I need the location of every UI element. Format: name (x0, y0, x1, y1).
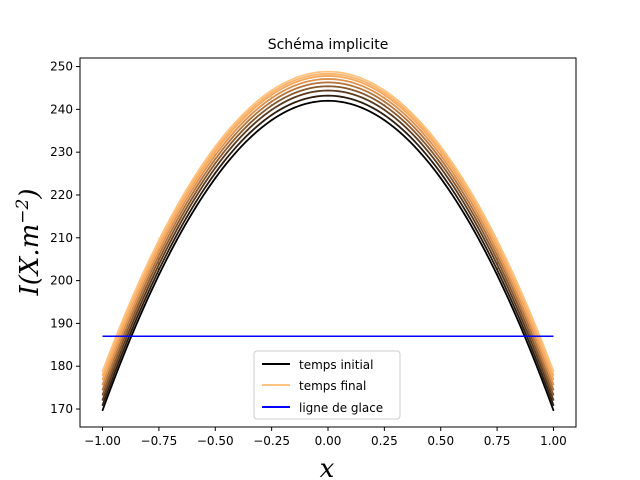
series-5-point-3 (270, 96, 273, 99)
series-7-point-0 (101, 374, 104, 377)
series-6-point-0 (101, 378, 104, 381)
series-2-point-6 (439, 166, 442, 169)
series-2-point-8 (552, 399, 555, 401)
series-7-point-4 (327, 73, 329, 75)
series-2-point-4 (327, 89, 329, 92)
chart-title: Schéma implicite (268, 37, 389, 53)
series-5-point-0 (101, 383, 104, 386)
series-5-point-4 (327, 78, 329, 80)
series-3-point-6 (439, 162, 442, 164)
series-1-point-8 (552, 404, 555, 406)
y-axis-label-close: ) (15, 188, 45, 199)
x-tick-label: 1.00 (540, 434, 567, 448)
series-8-point-7 (496, 237, 498, 240)
series-1-point-5 (383, 114, 386, 116)
series-4-point-5 (383, 100, 386, 103)
x-axis: −1.00 −0.75 −0.50 −0.25 0.00 0.25 0.50 0.75 1.00 (84, 427, 567, 448)
series-3-point-0 (101, 394, 104, 396)
series-8-point-1 (158, 237, 160, 240)
series-6-point-8 (552, 378, 555, 381)
series-7-point-5 (383, 91, 386, 94)
series-2-point-3 (270, 108, 273, 111)
legend-label-final: temps final (299, 379, 366, 393)
series-3-point-7 (496, 257, 498, 260)
y-tick-label: 180 (50, 359, 73, 373)
series-4-point-3 (270, 100, 273, 103)
series-1-point-0 (101, 404, 104, 406)
legend-label-ice-line: ligne de glace (299, 401, 383, 415)
series-0-point-5 (383, 119, 386, 121)
series-0-point-7 (496, 273, 498, 275)
y-axis-label-exponent: −2 (13, 199, 33, 224)
series-0-point-6 (439, 177, 442, 179)
series-2-point-5 (383, 108, 386, 111)
series-3-point-1 (158, 257, 160, 260)
series-8-point-4 (327, 70, 329, 73)
series-8-point-3 (270, 89, 273, 91)
series-1-point-1 (158, 267, 160, 270)
y-tick-label: 240 (50, 102, 73, 116)
series-4-point-6 (439, 157, 442, 160)
series-0-point-1 (158, 273, 160, 275)
series-8-point-0 (101, 370, 104, 373)
series-3-point-5 (383, 104, 386, 106)
series-4-point-4 (327, 81, 329, 84)
series-2-point-2 (214, 166, 217, 169)
y-tick-label: 210 (50, 231, 73, 245)
series-0-point-8 (552, 409, 555, 412)
series-2-point-7 (496, 262, 498, 265)
series-4-point-8 (552, 388, 555, 391)
series-0-point-3 (270, 119, 273, 121)
series-1-point-3 (270, 114, 273, 116)
series-3-point-2 (214, 162, 217, 164)
series-8-point-2 (214, 144, 217, 147)
x-tick-label: −0.75 (141, 434, 178, 448)
y-tick-label: 220 (50, 188, 73, 202)
x-tick-label: −1.00 (84, 434, 121, 448)
y-axis: 170 180 190 200 210 220 230 240 250 (50, 60, 80, 416)
y-axis-label: I(X.m−2) (13, 188, 45, 296)
y-tick-label: 230 (50, 145, 73, 159)
series-3-point-3 (270, 104, 273, 106)
y-tick-label: 190 (50, 316, 73, 330)
series-3-point-8 (552, 394, 555, 396)
series-1-point-7 (496, 267, 498, 270)
series-7-point-8 (552, 374, 555, 377)
legend-box (253, 350, 401, 420)
series-0-point-0 (101, 409, 104, 412)
series-4-point-2 (214, 157, 217, 160)
y-tick-label: 250 (50, 60, 73, 74)
series-8-point-8 (552, 370, 555, 373)
x-tick-label: 0.50 (427, 434, 454, 448)
y-tick-label: 200 (50, 274, 73, 288)
x-tick-label: 0.75 (484, 434, 511, 448)
series-1-point-6 (439, 171, 442, 174)
x-tick-label: 0.00 (315, 434, 342, 448)
y-axis-label-main: I(X.m (15, 224, 45, 297)
series-0-point-2 (214, 177, 217, 179)
series-2-point-0 (101, 399, 104, 401)
series-1-point-2 (214, 171, 217, 174)
series-6-point-4 (327, 75, 329, 77)
x-tick-label: 0.25 (371, 434, 398, 448)
series-5-point-5 (383, 96, 386, 99)
series-2-point-1 (158, 262, 160, 265)
series-0-point-4 (327, 100, 329, 102)
series-5-point-8 (552, 383, 555, 386)
series-4-point-0 (101, 388, 104, 391)
series-7-point-3 (270, 91, 273, 94)
x-tick-label: −0.50 (197, 434, 234, 448)
x-axis-label: x (320, 454, 335, 480)
series-3-point-4 (327, 85, 329, 88)
y-tick-label: 170 (50, 402, 73, 416)
legend-label-initial: temps initial (299, 358, 373, 372)
x-tick-label: −0.25 (253, 434, 290, 448)
series-8-point-6 (439, 144, 442, 147)
series-layer (101, 70, 555, 412)
legend: temps initial temps final ligne de glace (253, 350, 401, 420)
series-8-point-5 (383, 89, 386, 91)
series-1-point-4 (327, 94, 329, 97)
